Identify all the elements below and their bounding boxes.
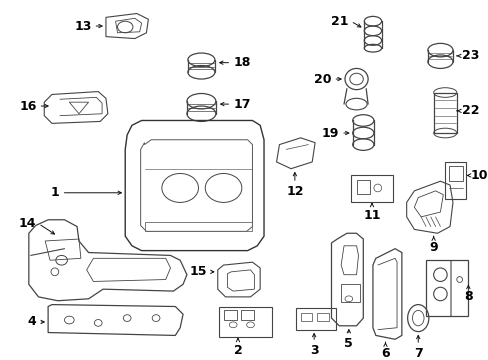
Bar (316, 313, 328, 321)
Bar (444, 162, 466, 199)
Text: 2: 2 (233, 344, 242, 357)
Text: 22: 22 (461, 104, 478, 117)
Text: 10: 10 (469, 169, 487, 182)
Bar (433, 93, 456, 133)
Text: 14: 14 (19, 217, 37, 230)
Bar (356, 180, 369, 194)
Text: 11: 11 (363, 209, 380, 222)
Bar (218, 306, 271, 337)
Bar (341, 284, 360, 302)
Bar (223, 310, 237, 320)
Text: 12: 12 (285, 185, 303, 198)
Text: 15: 15 (189, 265, 207, 278)
Text: 17: 17 (233, 98, 250, 111)
Text: 21: 21 (331, 15, 348, 28)
Text: 18: 18 (233, 56, 250, 69)
Text: 6: 6 (380, 347, 389, 360)
Bar (241, 310, 254, 320)
Text: 23: 23 (461, 49, 478, 62)
Text: 5: 5 (344, 337, 352, 350)
Text: 4: 4 (28, 315, 37, 328)
Text: 7: 7 (413, 347, 422, 360)
Bar (449, 260, 450, 316)
Text: 8: 8 (463, 290, 472, 303)
Bar (295, 309, 336, 330)
Bar (300, 313, 311, 321)
Text: 20: 20 (313, 72, 331, 86)
Bar (448, 166, 462, 181)
Text: 1: 1 (51, 186, 60, 199)
Text: 19: 19 (321, 126, 339, 140)
Bar (350, 175, 392, 202)
Text: 9: 9 (428, 241, 437, 254)
Text: 3: 3 (309, 344, 318, 357)
Text: 13: 13 (74, 19, 91, 32)
Bar (425, 260, 468, 316)
Text: 16: 16 (19, 99, 37, 113)
